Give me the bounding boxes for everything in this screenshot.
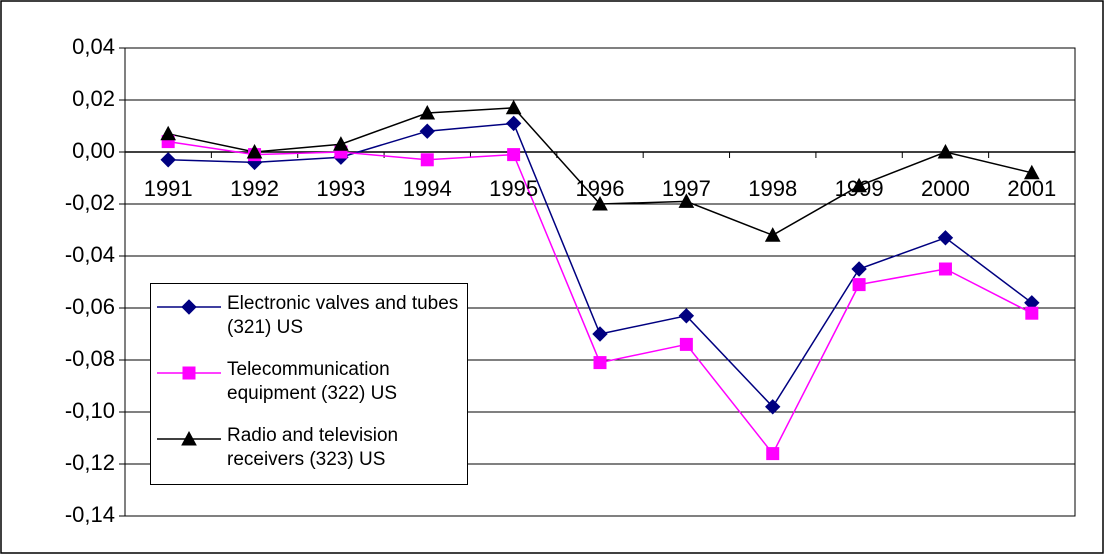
marker (1023, 164, 1040, 180)
legend-swatch (157, 366, 221, 380)
y-tick-label: -0,08 (65, 346, 115, 371)
marker (507, 148, 521, 162)
marker (181, 299, 197, 315)
marker (160, 125, 177, 141)
marker (505, 115, 522, 132)
x-tick-label: 1992 (230, 176, 279, 201)
legend-entry: Radio and television receivers (323) US (151, 416, 469, 482)
x-tick-label: 1991 (144, 176, 193, 201)
marker (765, 399, 781, 415)
marker (181, 430, 197, 446)
legend-entry: Telecommunication equipment (322) US (151, 350, 469, 416)
marker (592, 195, 608, 211)
y-tick-label: -0,04 (65, 242, 115, 267)
y-tick-label: -0,14 (65, 502, 115, 527)
marker (766, 447, 780, 461)
x-tick-label: 1995 (489, 176, 538, 201)
marker (333, 136, 349, 151)
legend-label: Radio and television receivers (323) US (227, 425, 399, 470)
x-tick-label: 1994 (403, 176, 452, 201)
y-tick-label: -0,12 (65, 450, 115, 475)
y-tick-label: 0,04 (72, 34, 115, 59)
x-tick-label: 1998 (748, 176, 797, 201)
marker (419, 104, 436, 120)
y-tick-label: -0,02 (65, 190, 115, 215)
marker (678, 308, 695, 324)
x-tick-label: 1999 (835, 176, 884, 201)
marker (937, 143, 954, 159)
x-tick-label: 1996 (576, 176, 625, 201)
legend: Electronic valves and tubes (321) US Tele… (150, 283, 468, 485)
marker (764, 227, 781, 242)
marker (851, 261, 867, 277)
marker (937, 230, 954, 246)
x-tick-label: 1997 (662, 176, 711, 201)
marker (160, 152, 176, 168)
x-tick-label: 1993 (316, 176, 365, 201)
x-tick-label: 2001 (1007, 176, 1056, 201)
marker (852, 278, 866, 292)
marker (938, 262, 952, 276)
y-tick-label: 0,02 (72, 86, 115, 111)
legend-swatch (157, 430, 221, 446)
y-tick-label: -0,10 (65, 398, 115, 423)
marker (592, 326, 608, 342)
marker (419, 123, 435, 139)
marker (246, 143, 263, 159)
marker (1025, 306, 1039, 320)
y-tick-label: -0,06 (65, 294, 115, 319)
marker (420, 153, 434, 167)
marker (593, 356, 607, 370)
x-tick-label: 2000 (921, 176, 970, 201)
legend-label: Telecommunication equipment (322) US (227, 359, 398, 404)
marker (679, 337, 693, 351)
legend-entry: Electronic valves and tubes (321) US (151, 284, 469, 350)
y-tick-label: 0,00 (72, 138, 115, 163)
marker (505, 99, 522, 115)
marker (851, 177, 867, 193)
marker (182, 366, 196, 380)
marker (678, 193, 695, 208)
legend-swatch (157, 299, 221, 315)
plot-area (124, 47, 1076, 517)
legend-label: Electronic valves and tubes (321) US (227, 293, 459, 338)
